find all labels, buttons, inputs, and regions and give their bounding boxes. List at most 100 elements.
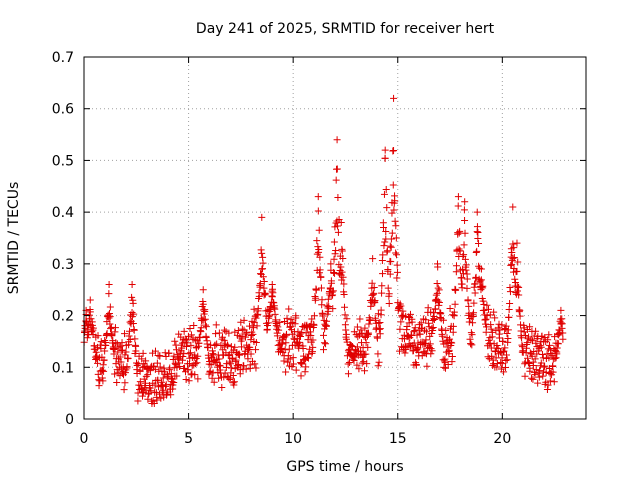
data-point-marker <box>208 374 216 382</box>
data-point-marker <box>390 94 398 102</box>
data-point-marker <box>105 310 113 318</box>
data-point-marker <box>467 329 475 337</box>
data-point-marker <box>503 351 511 359</box>
data-point-marker <box>339 273 347 281</box>
data-point-marker <box>185 377 193 385</box>
data-point-marker <box>258 265 266 273</box>
data-point-marker <box>134 397 142 405</box>
data-point-marker <box>502 364 510 372</box>
data-point-marker <box>429 323 437 331</box>
data-point-marker <box>473 208 481 216</box>
data-point-marker <box>475 240 483 248</box>
data-point-marker <box>514 258 522 266</box>
data-point-marker <box>390 206 398 214</box>
data-point-marker <box>250 305 258 313</box>
data-point-marker <box>327 279 335 287</box>
data-point-marker <box>218 383 226 391</box>
data-point-marker <box>253 322 261 330</box>
data-point-marker <box>297 358 305 366</box>
data-point-marker <box>317 284 325 292</box>
data-point-marker <box>320 346 328 354</box>
data-point-marker <box>225 358 233 366</box>
data-point-marker <box>121 330 129 338</box>
data-point-marker <box>337 218 345 226</box>
data-point-marker <box>194 352 202 360</box>
data-point-marker <box>153 359 161 367</box>
data-point-marker <box>516 312 524 320</box>
data-point-marker <box>238 332 246 340</box>
data-point-marker <box>191 371 199 379</box>
data-point-marker <box>101 347 109 355</box>
data-point-marker <box>255 292 263 300</box>
data-point-marker <box>471 289 479 297</box>
data-point-marker <box>173 346 181 354</box>
data-point-marker <box>212 330 220 338</box>
data-point-marker <box>259 259 267 267</box>
data-point-marker <box>110 350 118 358</box>
data-point-marker <box>513 239 521 247</box>
data-point-marker <box>302 363 310 371</box>
data-point-marker <box>125 332 133 340</box>
data-point-marker <box>483 301 491 309</box>
data-point-marker <box>180 327 188 335</box>
data-point-marker <box>285 345 293 353</box>
data-point-marker <box>390 147 398 155</box>
data-point-marker <box>341 303 349 311</box>
data-point-marker <box>285 305 293 313</box>
data-point-marker <box>131 335 139 343</box>
data-point-marker <box>378 282 386 290</box>
data-point-marker <box>182 375 190 383</box>
data-point-marker <box>408 318 416 326</box>
data-point-marker <box>105 314 113 322</box>
data-point-marker <box>412 361 420 369</box>
data-point-marker <box>357 326 365 334</box>
data-point-marker <box>464 296 472 304</box>
data-point-marker <box>126 336 134 344</box>
data-point-marker <box>289 360 297 368</box>
data-point-marker <box>476 264 484 272</box>
data-point-marker <box>260 291 268 299</box>
data-point-marker <box>468 331 476 339</box>
data-point-marker <box>380 224 388 232</box>
data-point-marker <box>473 223 481 231</box>
data-point-marker <box>486 339 494 347</box>
data-point-marker <box>242 330 250 338</box>
data-point-marker <box>524 359 532 367</box>
data-point-marker <box>381 146 389 154</box>
data-point-marker <box>396 347 404 355</box>
y-tick-label: 0.4 <box>52 205 74 221</box>
data-point-marker <box>224 342 232 350</box>
data-point-marker <box>184 332 192 340</box>
data-point-marker <box>450 308 458 316</box>
data-point-marker <box>517 321 525 329</box>
data-point-marker <box>287 316 295 324</box>
data-point-marker <box>525 360 533 368</box>
data-point-marker <box>493 342 501 350</box>
data-point-marker <box>106 320 114 328</box>
data-point-marker <box>273 332 281 340</box>
data-point-marker <box>230 381 238 389</box>
data-point-marker <box>379 251 387 259</box>
data-point-marker <box>308 349 316 357</box>
data-point-marker <box>449 328 457 336</box>
data-point-marker <box>460 241 468 249</box>
data-point-marker <box>386 270 394 278</box>
data-point-marker <box>315 269 323 277</box>
data-point-marker <box>322 340 330 348</box>
data-point-marker <box>105 281 113 289</box>
data-point-marker <box>118 339 126 347</box>
data-point-marker <box>333 136 341 144</box>
data-point-marker <box>382 228 390 236</box>
data-point-marker <box>187 349 195 357</box>
data-point-marker <box>200 316 208 324</box>
data-point-marker <box>282 368 290 376</box>
data-point-marker <box>159 386 167 394</box>
data-point-marker <box>197 324 205 332</box>
data-point-marker <box>215 361 223 369</box>
data-point-marker <box>433 289 441 297</box>
data-point-marker <box>181 364 189 372</box>
data-point-marker <box>385 290 393 298</box>
data-point-marker <box>170 378 178 386</box>
data-point-marker <box>559 329 567 337</box>
data-point-marker <box>193 359 201 367</box>
